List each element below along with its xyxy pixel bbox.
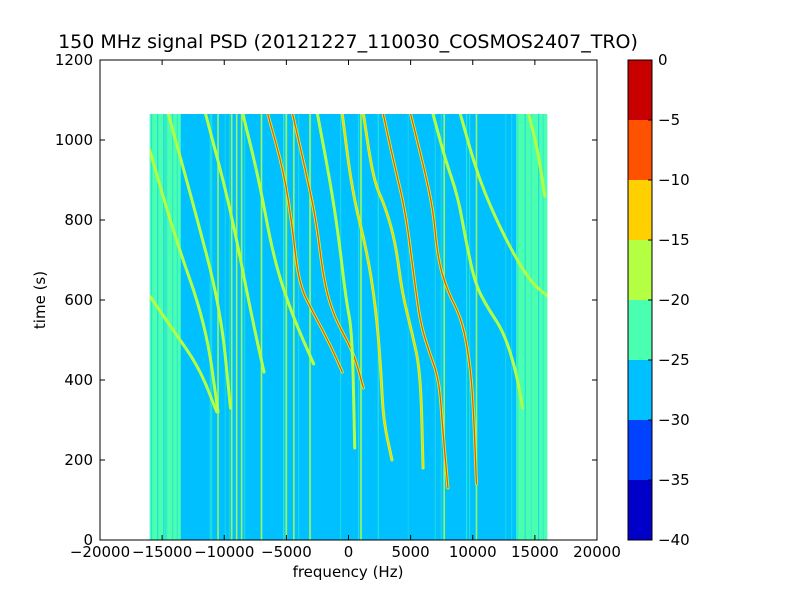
y-tick-label: 200 bbox=[64, 451, 93, 469]
noise-streak bbox=[283, 114, 285, 540]
x-tick-label: −5000 bbox=[261, 543, 312, 561]
colorbar-swatch bbox=[628, 300, 652, 360]
noise-streak bbox=[244, 114, 246, 540]
noise-streak bbox=[538, 114, 540, 540]
noise-streak bbox=[164, 114, 166, 540]
x-tick-label: 20000 bbox=[573, 543, 621, 561]
noise-streak bbox=[434, 114, 436, 540]
x-axis: −20000 −15000 −10000 −5000 0 5000 10000 15000 20… bbox=[70, 60, 621, 561]
y-tick-label: 1200 bbox=[55, 51, 93, 69]
doppler-trace bbox=[382, 114, 449, 489]
doppler-trace bbox=[291, 114, 365, 389]
colorbar-swatch bbox=[628, 480, 652, 540]
noise-streak bbox=[224, 114, 226, 540]
doppler-trace bbox=[316, 114, 356, 449]
doppler-trace bbox=[459, 114, 548, 297]
noise-streak bbox=[157, 114, 159, 540]
noise-streak bbox=[163, 114, 165, 540]
colorbar-swatch bbox=[628, 420, 652, 480]
colorbar-tick-label: −25 bbox=[658, 351, 690, 369]
noise-streak bbox=[469, 114, 471, 540]
colorbar-tick-label: −40 bbox=[658, 531, 690, 549]
colorbar-tick-label: −5 bbox=[658, 111, 680, 129]
noise-streak bbox=[517, 114, 519, 540]
noise-streak bbox=[505, 114, 507, 540]
noise-streak bbox=[358, 114, 360, 540]
y-tick-label: 0 bbox=[83, 531, 93, 549]
noise-streak bbox=[440, 114, 442, 540]
x-axis-label: frequency (Hz) bbox=[293, 563, 404, 581]
doppler-trace bbox=[167, 114, 232, 409]
colorbar-swatch bbox=[628, 120, 652, 180]
colorbar-tick-label: 0 bbox=[658, 51, 668, 69]
y-tick-label: 600 bbox=[64, 291, 93, 309]
doppler-trace bbox=[242, 114, 315, 365]
colorbar-swatch bbox=[628, 240, 652, 300]
colorbar-tick-label: −35 bbox=[658, 471, 690, 489]
heatmap-background bbox=[149, 114, 548, 540]
noise-streak bbox=[511, 114, 513, 540]
x-tick-label: 5000 bbox=[392, 543, 430, 561]
colorbar: −40 −35 −30 −25 −20 −15 −10 −5 0 bbox=[627, 51, 690, 549]
noise-streak bbox=[176, 114, 178, 540]
colorbar-swatch bbox=[628, 360, 652, 420]
colorbar-swatch bbox=[628, 60, 652, 120]
doppler-trace bbox=[204, 114, 265, 373]
noise-streak bbox=[542, 114, 544, 540]
doppler-trace bbox=[267, 114, 343, 373]
chart-title: 150 MHz signal PSD (20121227_110030_COSM… bbox=[58, 31, 638, 53]
x-tick-label: −10000 bbox=[194, 543, 254, 561]
noise-streak bbox=[407, 114, 409, 540]
y-axis: 0 200 400 600 800 1000 1200 bbox=[55, 51, 597, 549]
y-axis-label: time (s) bbox=[31, 271, 49, 329]
noise-streak bbox=[524, 114, 526, 540]
colorbar-tick-label: −10 bbox=[658, 171, 690, 189]
y-tick-label: 400 bbox=[64, 371, 93, 389]
doppler-trace bbox=[341, 114, 393, 461]
noise-streak bbox=[211, 114, 213, 540]
noise-streak bbox=[530, 114, 532, 540]
noise-streak bbox=[229, 114, 231, 540]
colorbar-tick-label: −30 bbox=[658, 411, 690, 429]
doppler-trace bbox=[362, 114, 424, 469]
noise-streak bbox=[151, 114, 153, 540]
x-tick-label: −20000 bbox=[70, 543, 130, 561]
noise-streak bbox=[209, 114, 211, 540]
y-tick-label: 1000 bbox=[55, 131, 93, 149]
x-tick-label: 10000 bbox=[449, 543, 497, 561]
doppler-trace bbox=[149, 295, 218, 413]
noise-streak bbox=[166, 114, 168, 540]
x-tick-label: 15000 bbox=[511, 543, 559, 561]
noise-streak bbox=[284, 114, 286, 540]
colorbar-swatch bbox=[628, 180, 652, 240]
doppler-trace bbox=[409, 114, 478, 485]
doppler-trace bbox=[432, 114, 524, 409]
x-tick-label: −15000 bbox=[132, 543, 192, 561]
heatmap-area bbox=[149, 114, 548, 540]
y-tick-label: 800 bbox=[64, 211, 93, 229]
doppler-trace bbox=[149, 149, 219, 413]
x-tick-label: 0 bbox=[344, 543, 354, 561]
colorbar-tick-label: −15 bbox=[658, 231, 690, 249]
colorbar-tick-label: −20 bbox=[658, 291, 690, 309]
doppler-trace bbox=[528, 114, 546, 197]
noise-streak bbox=[466, 114, 468, 540]
